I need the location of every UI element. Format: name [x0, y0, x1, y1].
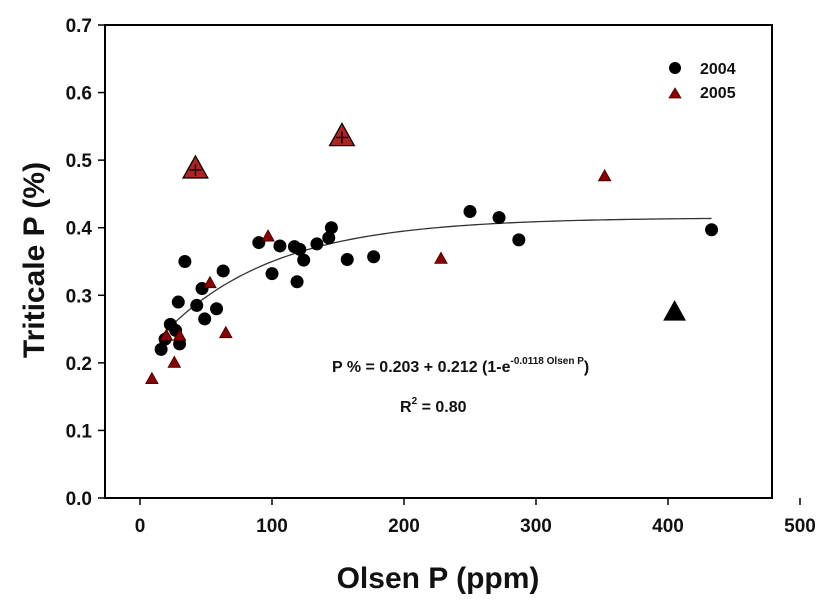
- y-tick-label: 0.5: [66, 151, 93, 172]
- fit-curve: [163, 217, 712, 334]
- fit-equation-end: ): [584, 359, 589, 376]
- legend-label-2005: 2005: [700, 85, 736, 102]
- r-squared-value: = 0.80: [417, 399, 466, 416]
- point-2004: [154, 342, 168, 356]
- point-2004: [293, 242, 307, 256]
- point-2004: [340, 252, 354, 266]
- y-axis: 0.0 0.1 0.2 0.3 0.4 0.5 0.6 0.7: [66, 16, 105, 510]
- r-squared-prefix: R: [400, 399, 412, 416]
- x-tick-label: 300: [520, 516, 552, 537]
- x-tick-label: 500: [784, 516, 816, 537]
- outlier-point: [663, 300, 686, 321]
- legend-marker-2005: [668, 87, 682, 99]
- y-tick-label: 0.2: [66, 354, 92, 375]
- point-2004: [512, 233, 526, 247]
- x-tick-label: 200: [388, 516, 420, 537]
- legend-label-2004: 2004: [700, 61, 736, 78]
- point-2004: [492, 211, 506, 225]
- y-tick-label: 0.7: [66, 16, 92, 37]
- point-2005: [167, 355, 182, 368]
- point-2004: [324, 221, 338, 235]
- x-tick-label: 0: [135, 516, 146, 537]
- point-2004: [705, 223, 719, 237]
- point-2004: [367, 250, 381, 264]
- fit-equation-main: P % = 0.203 + 0.212 (1-e: [332, 359, 511, 376]
- legend: 2004 2005: [668, 61, 736, 102]
- point-2005: [218, 325, 233, 339]
- point-2004: [265, 267, 279, 281]
- point-2004: [322, 231, 336, 245]
- point-2004: [273, 239, 287, 253]
- y-tick-label: 0.3: [66, 286, 92, 307]
- point-2005: [203, 275, 217, 289]
- x-axis-title: Olsen P (ppm): [337, 562, 540, 595]
- point-2004: [463, 204, 477, 218]
- legend-marker-2004: [669, 62, 681, 74]
- point-2005: [159, 328, 174, 341]
- point-2005: [434, 251, 448, 264]
- point-2004: [310, 237, 324, 251]
- plot-border: [104, 24, 773, 499]
- y-axis-title: Triticale P (%): [18, 162, 51, 358]
- fit-curve-group: [163, 217, 712, 334]
- point-2004: [178, 255, 192, 268]
- point-2004: [210, 302, 224, 316]
- fit-equation: P % = 0.203 + 0.212 (1-e-0.0118 Olsen P)…: [332, 356, 589, 416]
- data-points: [145, 122, 719, 385]
- y-tick-label: 0.4: [66, 219, 93, 240]
- point-2005: [597, 169, 612, 182]
- x-tick-label: 400: [652, 516, 684, 537]
- point-2004: [252, 236, 266, 250]
- point-2005: [172, 328, 187, 341]
- y-tick-label: 0.1: [66, 421, 93, 442]
- x-axis: 0 100 200 300 400 500: [135, 498, 816, 537]
- plot-area: [104, 24, 773, 499]
- point-2004: [290, 275, 304, 289]
- r-squared-text: R2 = 0.80: [400, 396, 467, 416]
- x-tick-label: 100: [256, 516, 288, 537]
- point-2004: [297, 253, 311, 267]
- point-2004: [216, 264, 230, 278]
- point-2005: [261, 229, 275, 242]
- y-tick-label: 0.0: [66, 489, 92, 510]
- point-2004: [198, 312, 212, 326]
- y-tick-label: 0.6: [66, 84, 92, 105]
- point-2005: [145, 371, 159, 385]
- point-2004: [190, 298, 204, 312]
- r-squared-sup: 2: [412, 396, 418, 407]
- point-2004: [171, 295, 185, 309]
- fit-equation-text: P % = 0.203 + 0.212 (1-e-0.0118 Olsen P): [332, 356, 589, 376]
- fit-equation-sup: -0.0118 Olsen P: [511, 356, 585, 367]
